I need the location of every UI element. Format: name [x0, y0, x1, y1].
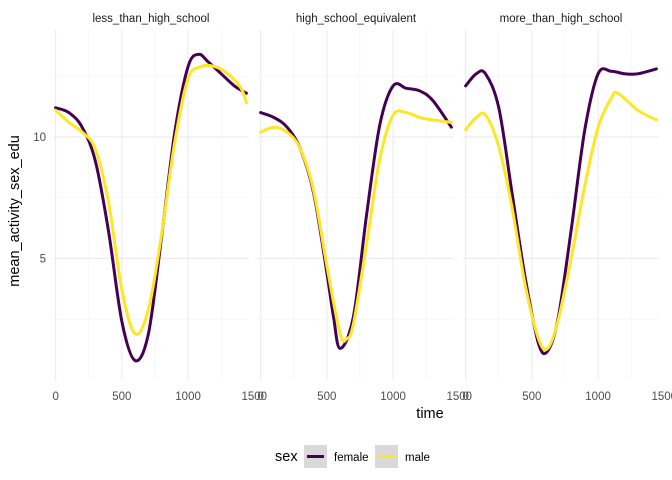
- facet-panel-more-than-high-school: more_than_high_school 0 500 1000 1500: [462, 13, 672, 403]
- x-tick-label: 0: [52, 391, 58, 403]
- x-tick-label: 1000: [585, 391, 611, 403]
- x-tick-label: 500: [317, 391, 336, 403]
- facet-panel-less-than-high-school: less_than_high_school 0 500 1000 1500: [52, 13, 267, 403]
- facet-strip-title: more_than_high_school: [500, 13, 623, 25]
- legend-label: male: [405, 452, 430, 464]
- x-tick-label: 1000: [380, 391, 406, 403]
- x-tick-label: 1500: [242, 391, 268, 403]
- series-line-male: [54, 63, 248, 336]
- series-line-male: [259, 109, 453, 343]
- x-tick-label: 0: [257, 391, 263, 403]
- legend-label: female: [334, 452, 369, 464]
- facet-strip-title: high_school_equivalent: [296, 13, 417, 25]
- x-tick-label: 0: [462, 391, 468, 403]
- y-tick-label: 5: [40, 253, 46, 265]
- legend-item-female: female: [304, 445, 369, 468]
- facet-panel-high-school-equivalent: high_school_equivalent 0 500 1000 1500: [257, 13, 472, 403]
- legend-item-male: male: [375, 445, 430, 468]
- facet-strip-title: less_than_high_school: [92, 13, 209, 25]
- x-tick-label: 1000: [175, 391, 201, 403]
- x-tick-label: 500: [522, 391, 541, 403]
- legend: sex female male: [275, 445, 430, 468]
- series-line-female: [54, 52, 248, 363]
- series-line-male: [464, 90, 658, 352]
- x-tick-label: 500: [112, 391, 131, 403]
- x-tick-label: 1500: [652, 391, 672, 403]
- legend-title: sex: [275, 449, 298, 465]
- x-axis-title: time: [416, 406, 443, 422]
- y-tick-label: 10: [33, 132, 46, 144]
- y-axis-title: mean_activity_sex_edu: [7, 135, 23, 287]
- x-tick-label: 1500: [447, 391, 473, 403]
